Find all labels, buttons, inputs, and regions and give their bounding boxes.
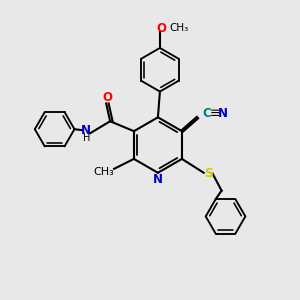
Text: N: N xyxy=(81,124,91,137)
Text: H: H xyxy=(83,133,90,143)
Text: O: O xyxy=(156,22,166,34)
Text: CH₃: CH₃ xyxy=(94,167,115,177)
Text: ≡: ≡ xyxy=(210,107,220,120)
Text: O: O xyxy=(102,91,112,104)
Text: CH₃: CH₃ xyxy=(170,23,189,33)
Text: N: N xyxy=(153,173,163,186)
Text: N: N xyxy=(218,107,228,120)
Text: C: C xyxy=(203,107,212,120)
Text: S: S xyxy=(204,167,213,180)
